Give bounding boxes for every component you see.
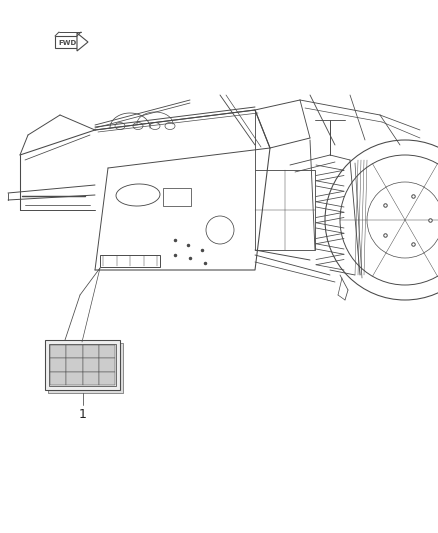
- Ellipse shape: [116, 184, 160, 206]
- Bar: [99, 345, 115, 358]
- Bar: [50, 372, 66, 385]
- Circle shape: [206, 216, 234, 244]
- Ellipse shape: [150, 123, 160, 130]
- Bar: [255, 170, 315, 250]
- Bar: [99, 372, 115, 385]
- Bar: [100, 255, 160, 267]
- Ellipse shape: [133, 123, 143, 130]
- Text: FWD: FWD: [58, 40, 76, 46]
- Ellipse shape: [165, 123, 175, 130]
- Bar: [48, 343, 123, 393]
- Bar: [66, 345, 82, 358]
- Bar: [99, 358, 115, 372]
- Polygon shape: [55, 36, 77, 48]
- Bar: [82, 358, 99, 372]
- Bar: [163, 188, 191, 206]
- Bar: [82, 345, 99, 358]
- Bar: [66, 372, 82, 385]
- Bar: [45, 340, 120, 390]
- Bar: [66, 358, 82, 372]
- Text: 1: 1: [79, 408, 87, 421]
- Ellipse shape: [115, 123, 125, 130]
- Bar: [82, 372, 99, 385]
- Bar: [49, 344, 116, 386]
- Polygon shape: [77, 33, 88, 51]
- Bar: [50, 345, 66, 358]
- Bar: [50, 358, 66, 372]
